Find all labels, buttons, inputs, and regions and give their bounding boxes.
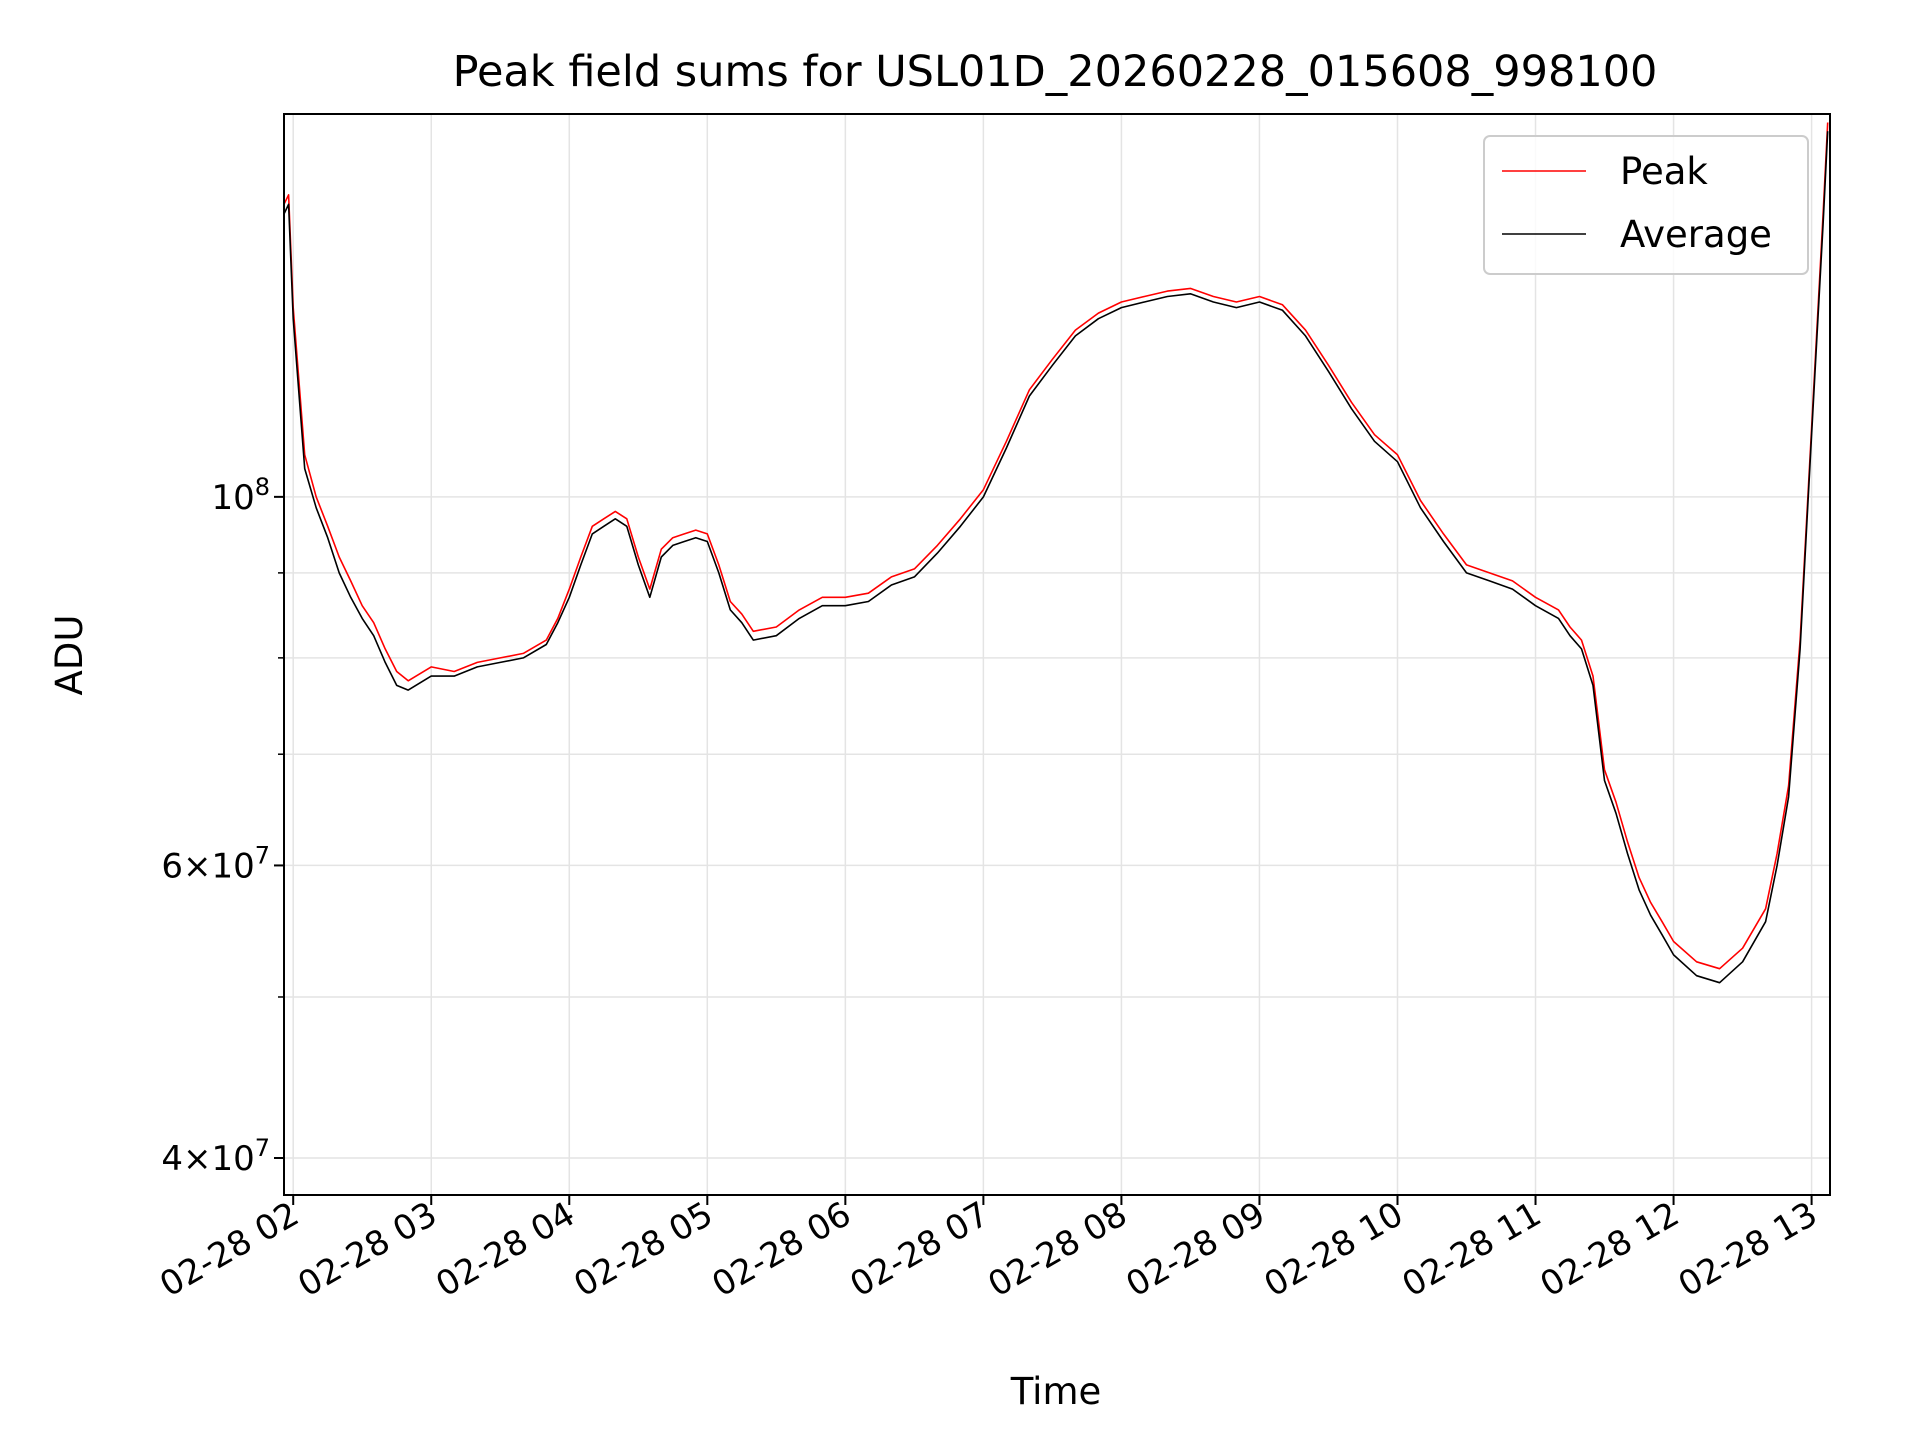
series-line-peak (283, 122, 1829, 970)
x-axis-label: Time (1010, 1370, 1102, 1413)
y-axis-label: ADU (48, 615, 91, 696)
y-tick-label: 108 (211, 473, 270, 518)
y-tick-label: 6×107 (161, 841, 270, 886)
y-tick-label: 4×107 (161, 1134, 270, 1179)
legend-label-average: Average (1620, 213, 1772, 256)
chart-title: Peak field sums for USL01D_20260228_0156… (453, 47, 1658, 97)
series-layer (283, 122, 1829, 984)
series-line-average (283, 131, 1829, 984)
legend: Peak Average (1483, 135, 1809, 275)
legend-label-peak: Peak (1620, 150, 1708, 193)
y-axis: 4×107 6×107 108 (161, 473, 284, 1179)
gridlines (284, 114, 1830, 1195)
plot-frame (283, 113, 1831, 1196)
